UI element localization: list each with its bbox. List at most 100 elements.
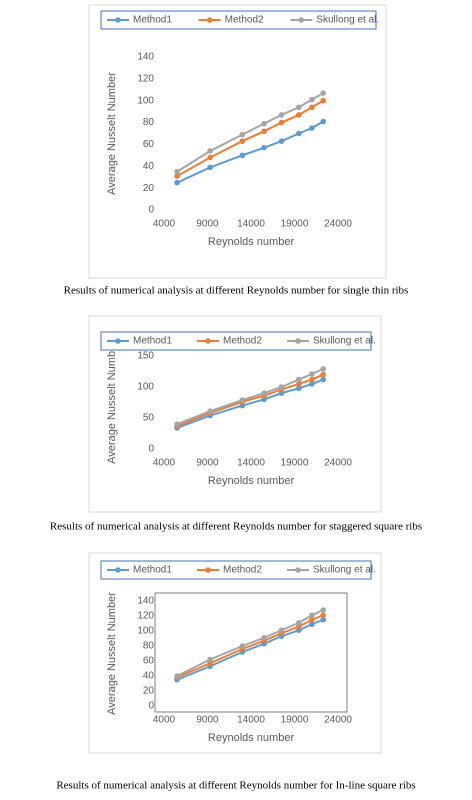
- data-point: [296, 376, 302, 383]
- data-point: [296, 104, 302, 111]
- y-tick-label: 150: [137, 351, 154, 362]
- data-point: [296, 385, 302, 392]
- data-point: [320, 607, 327, 613]
- plot-frame: [154, 592, 348, 713]
- data-point: [320, 118, 327, 125]
- legend-marker: [115, 567, 121, 573]
- data-point: [174, 173, 180, 179]
- data-point: [296, 381, 302, 387]
- y-tick-label: 120: [137, 73, 154, 84]
- data-point: [296, 112, 302, 118]
- legend-label: Skullong et al.: [316, 15, 379, 26]
- legend-label: Method1: [133, 15, 172, 26]
- x-tick-label: 9000: [196, 458, 219, 469]
- y-tick-label: 80: [143, 641, 155, 652]
- data-point: [320, 376, 327, 383]
- legend-marker: [295, 338, 301, 344]
- data-point: [296, 130, 302, 137]
- y-tick-label: 140: [137, 52, 154, 63]
- y-tick-label: 50: [143, 413, 155, 424]
- data-point: [309, 621, 315, 628]
- data-point: [320, 90, 327, 96]
- x-tick-label: 4000: [153, 219, 176, 230]
- legend-box: [100, 331, 372, 351]
- data-point: [207, 408, 213, 414]
- y-axis-title: Average Nusselt Number: [106, 592, 118, 715]
- x-tick-label: 24000: [324, 715, 352, 726]
- caption: Results of numerical analysis at differe…: [64, 285, 409, 297]
- y-tick-label: 40: [143, 671, 155, 682]
- data-point: [261, 144, 267, 151]
- legend-label: Method2: [225, 15, 264, 26]
- data-point: [278, 112, 285, 118]
- data-point: [320, 371, 327, 378]
- legend-marker: [115, 17, 121, 23]
- x-tick-label: 14000: [237, 219, 265, 230]
- legend-label: Skullong et al.: [313, 565, 376, 576]
- y-tick-label: 60: [143, 139, 155, 150]
- x-tick-label: 14000: [237, 458, 265, 469]
- x-axis-title: Reynolds number: [208, 475, 295, 487]
- caption: Results of numerical analysis at differe…: [56, 780, 415, 792]
- data-point: [278, 384, 285, 390]
- x-tick-label: 19000: [281, 715, 309, 726]
- data-point: [309, 371, 315, 377]
- y-tick-label: 0: [148, 701, 154, 712]
- data-point: [320, 616, 327, 623]
- legend-label: Skullong et al.: [313, 336, 376, 347]
- y-tick-label: 60: [143, 656, 155, 667]
- y-axis-title: Average Nusselt Number: [106, 341, 118, 464]
- x-tick-label: 4000: [153, 715, 176, 726]
- data-point: [261, 120, 267, 127]
- data-point: [207, 154, 213, 161]
- y-tick-label: 80: [143, 117, 155, 128]
- data-point: [207, 656, 213, 663]
- y-tick-label: 100: [137, 382, 154, 393]
- legend-label: Method1: [133, 336, 172, 347]
- data-point: [261, 634, 267, 641]
- legend-marker: [298, 17, 305, 23]
- y-tick-label: 20: [143, 183, 155, 194]
- x-tick-label: 24000: [324, 219, 352, 230]
- x-tick-label: 14000: [237, 715, 265, 726]
- data-point: [207, 148, 213, 154]
- legend-box: [100, 10, 377, 30]
- y-axis-title: Average Nusselt Number: [106, 72, 118, 195]
- data-point: [309, 96, 315, 103]
- y-tick-label: 100: [137, 626, 154, 637]
- data-point: [309, 616, 315, 623]
- x-tick-label: 24000: [324, 458, 352, 469]
- x-tick-label: 9000: [196, 219, 219, 230]
- data-point: [309, 612, 315, 619]
- data-point: [239, 397, 246, 403]
- data-point: [239, 643, 246, 649]
- data-point: [278, 627, 285, 634]
- data-point: [174, 179, 180, 186]
- data-point: [320, 366, 327, 372]
- data-point: [309, 125, 315, 131]
- y-tick-label: 20: [143, 686, 155, 697]
- legend-marker: [206, 17, 213, 23]
- x-axis-title: Reynolds number: [208, 732, 295, 744]
- data-point: [239, 138, 246, 144]
- x-tick-label: 4000: [153, 458, 176, 469]
- data-point: [174, 421, 180, 428]
- data-point: [239, 131, 246, 138]
- legend-marker: [205, 567, 211, 573]
- x-tick-label: 19000: [281, 458, 309, 469]
- y-tick-label: 100: [137, 95, 154, 106]
- data-point: [239, 152, 246, 159]
- data-point: [309, 104, 315, 111]
- legend-marker: [295, 567, 301, 573]
- data-point: [261, 390, 267, 397]
- data-point: [261, 128, 267, 135]
- data-point: [278, 138, 285, 144]
- y-tick-label: 0: [148, 444, 154, 455]
- legend-label: Method1: [133, 565, 172, 576]
- legend-marker: [115, 338, 121, 344]
- caption: Results of numerical analysis at differe…: [50, 521, 422, 533]
- legend-box: [100, 560, 372, 580]
- data-point: [309, 381, 315, 387]
- legend-marker: [205, 338, 211, 344]
